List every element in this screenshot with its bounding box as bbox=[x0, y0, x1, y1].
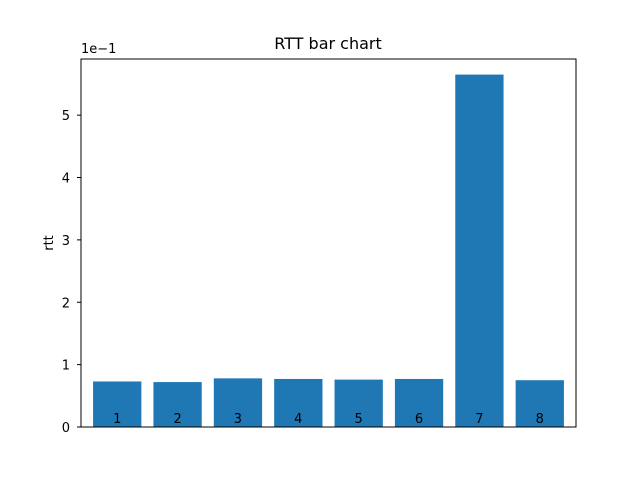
y-tick-label: 0 bbox=[62, 421, 70, 436]
y-tick-label: 1 bbox=[62, 359, 70, 374]
bar-7 bbox=[455, 74, 504, 427]
y-tick-label: 4 bbox=[62, 172, 70, 187]
bar-4 bbox=[274, 378, 323, 427]
y-tick-label: 3 bbox=[62, 234, 70, 249]
y-tick-label: 5 bbox=[62, 109, 70, 124]
bar-label-3: 3 bbox=[234, 412, 242, 427]
bar-label-7: 7 bbox=[475, 412, 483, 427]
bar-label-1: 1 bbox=[113, 412, 121, 427]
chart-title: RTT bar chart bbox=[274, 34, 382, 53]
bar-2 bbox=[153, 382, 202, 427]
bar-6 bbox=[394, 378, 444, 427]
bar-5 bbox=[334, 379, 383, 427]
bar-label-2: 2 bbox=[173, 412, 181, 427]
bar-1 bbox=[93, 381, 142, 427]
plot-frame bbox=[80, 58, 577, 428]
bars-group: 1 2 3 4 5 6 7 8 bbox=[93, 74, 564, 427]
bar-label-5: 5 bbox=[355, 412, 363, 427]
y-ticks-group: 0 1 2 3 4 5 bbox=[62, 109, 81, 436]
y-axis-offset-label: 1e−1 bbox=[81, 42, 116, 57]
bar-label-4: 4 bbox=[294, 412, 302, 427]
bar-8 bbox=[515, 380, 564, 427]
y-tick-label: 2 bbox=[62, 296, 70, 311]
bar-label-6: 6 bbox=[415, 412, 423, 427]
y-axis-label: rtt bbox=[42, 235, 57, 251]
bar-3 bbox=[213, 378, 263, 427]
bar-label-8: 8 bbox=[536, 412, 544, 427]
